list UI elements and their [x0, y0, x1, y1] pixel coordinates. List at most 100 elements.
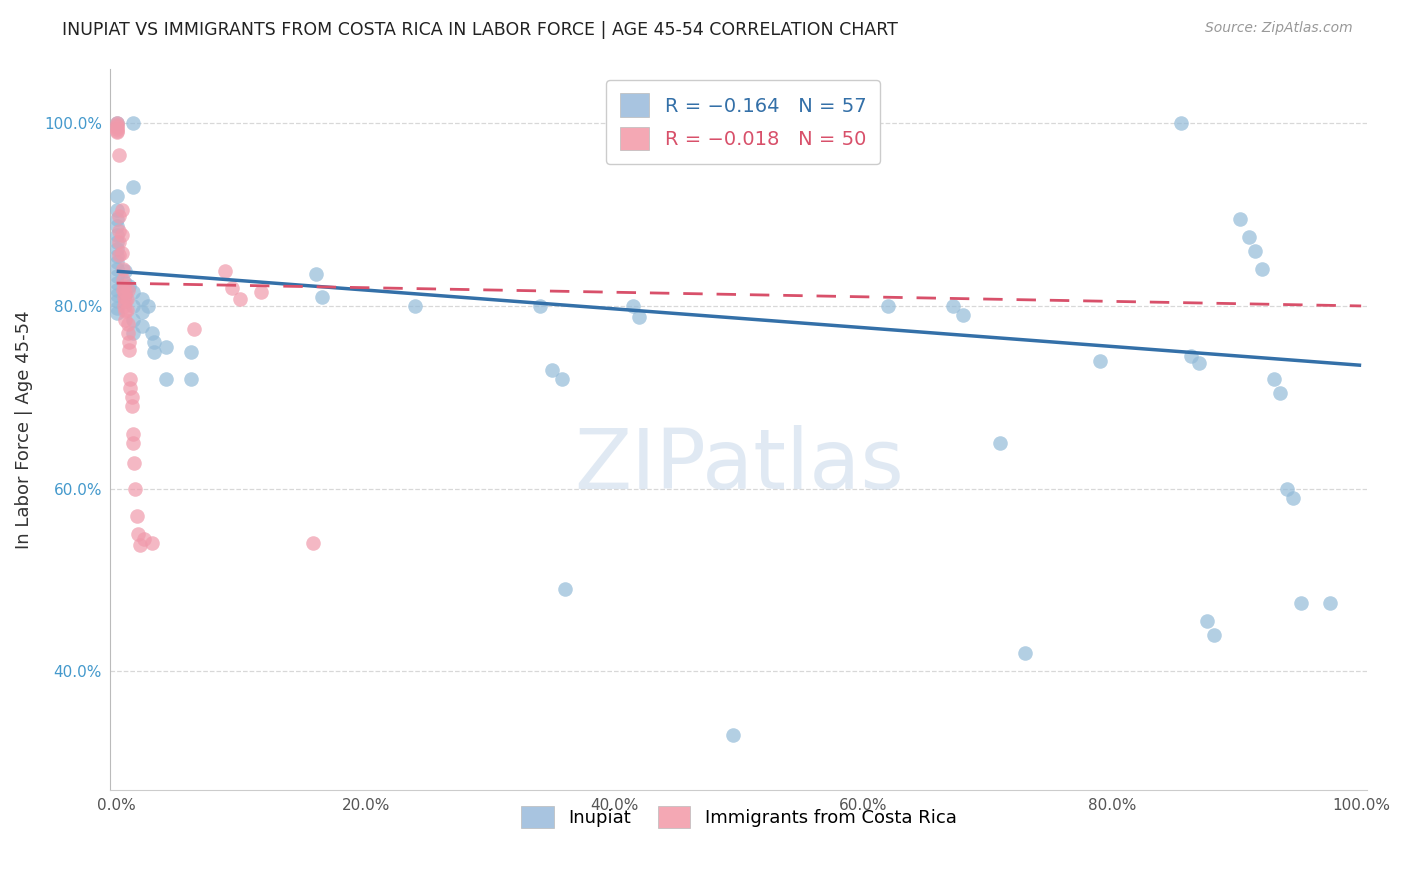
Point — [136, 299, 159, 313]
Point — [131, 292, 153, 306]
Point — [1204, 628, 1226, 642]
Point — [117, 317, 139, 331]
Point — [112, 278, 135, 293]
Point — [127, 527, 149, 541]
Point — [121, 180, 143, 194]
Point — [120, 372, 142, 386]
Point — [180, 344, 202, 359]
Point — [551, 372, 574, 386]
Point — [121, 285, 143, 300]
Point — [541, 363, 564, 377]
Point — [1275, 482, 1298, 496]
Point — [121, 299, 143, 313]
Point — [155, 372, 177, 386]
Point — [121, 400, 143, 414]
Point — [180, 372, 202, 386]
Point — [117, 326, 139, 341]
Point — [114, 285, 136, 300]
Point — [105, 249, 128, 263]
Point — [108, 210, 131, 224]
Point — [141, 326, 163, 341]
Point — [131, 305, 153, 319]
Point — [105, 301, 128, 315]
Point — [721, 728, 744, 742]
Point — [118, 278, 141, 293]
Point — [114, 303, 136, 318]
Point — [105, 276, 128, 290]
Point — [132, 532, 155, 546]
Text: Source: ZipAtlas.com: Source: ZipAtlas.com — [1205, 21, 1353, 35]
Point — [1244, 244, 1267, 259]
Point — [114, 312, 136, 326]
Point — [404, 299, 426, 313]
Point — [952, 308, 974, 322]
Point — [214, 264, 236, 278]
Point — [108, 224, 131, 238]
Point — [105, 235, 128, 249]
Point — [229, 292, 252, 306]
Point — [105, 202, 128, 217]
Point — [1291, 596, 1313, 610]
Point — [1195, 614, 1218, 628]
Point — [105, 227, 128, 242]
Point — [105, 268, 128, 283]
Point — [155, 340, 177, 354]
Point — [121, 326, 143, 341]
Point — [1180, 349, 1202, 363]
Point — [529, 299, 551, 313]
Point — [121, 390, 143, 404]
Point — [105, 212, 128, 227]
Text: INUPIAT VS IMMIGRANTS FROM COSTA RICA IN LABOR FORCE | AGE 45-54 CORRELATION CHA: INUPIAT VS IMMIGRANTS FROM COSTA RICA IN… — [62, 21, 898, 38]
Point — [111, 283, 134, 297]
Text: ZIPatlas: ZIPatlas — [574, 425, 904, 506]
Point — [105, 118, 128, 132]
Point — [120, 381, 142, 395]
Point — [105, 306, 128, 320]
Point — [1319, 596, 1341, 610]
Point — [621, 299, 644, 313]
Point — [143, 335, 166, 350]
Point — [112, 299, 135, 313]
Point — [942, 299, 965, 313]
Point — [115, 302, 138, 317]
Point — [105, 121, 128, 136]
Point — [114, 264, 136, 278]
Point — [1250, 262, 1272, 277]
Point — [121, 426, 143, 441]
Point — [105, 125, 128, 139]
Point — [250, 285, 273, 300]
Point — [124, 482, 146, 496]
Point — [628, 310, 651, 324]
Point — [108, 148, 131, 162]
Point — [121, 436, 143, 450]
Point — [118, 335, 141, 350]
Point — [111, 227, 134, 242]
Point — [129, 538, 152, 552]
Point — [114, 288, 136, 302]
Point — [105, 243, 128, 257]
Point — [302, 536, 325, 550]
Point — [105, 288, 128, 302]
Point — [183, 322, 205, 336]
Point — [105, 255, 128, 269]
Point — [105, 283, 128, 297]
Point — [143, 344, 166, 359]
Point — [105, 262, 128, 277]
Point — [125, 508, 148, 523]
Point — [131, 319, 153, 334]
Point — [114, 294, 136, 309]
Point — [1281, 491, 1303, 505]
Point — [121, 116, 143, 130]
Point — [105, 189, 128, 203]
Point — [122, 456, 145, 470]
Point — [311, 290, 333, 304]
Point — [105, 123, 128, 137]
Point — [111, 202, 134, 217]
Point — [141, 536, 163, 550]
Point — [105, 116, 128, 130]
Point — [111, 246, 134, 260]
Point — [118, 343, 141, 357]
Point — [117, 283, 139, 297]
Point — [877, 299, 900, 313]
Point — [108, 235, 131, 249]
